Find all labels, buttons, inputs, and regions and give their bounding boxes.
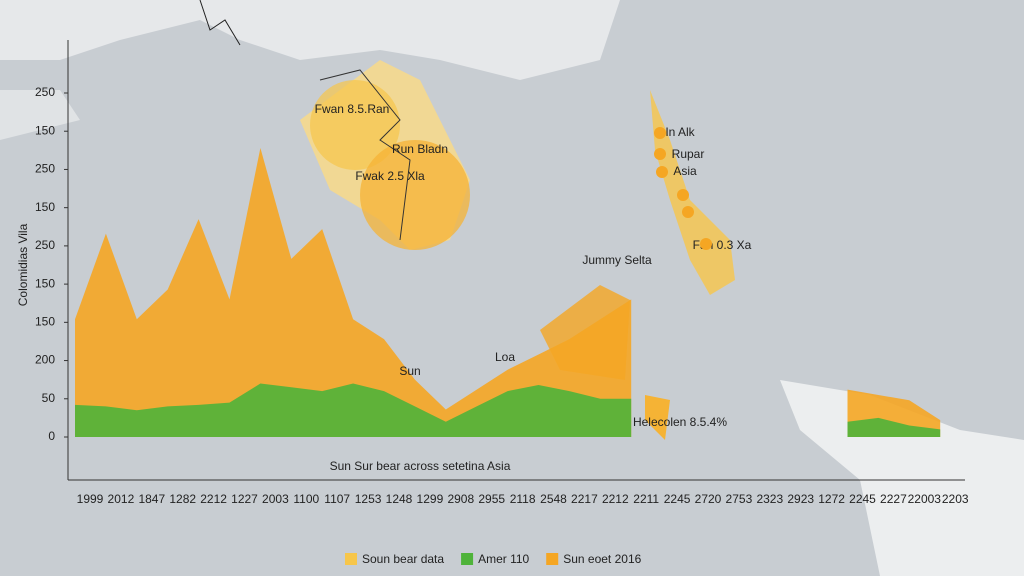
x-tick-label: 1999 [77,492,104,506]
x-tick-label: 2211 [633,492,659,506]
annotation: Jummy Selta [582,253,652,267]
legend-swatch [345,553,357,565]
x-tick-label: 2245 [664,492,691,506]
x-tick-label: 2245 [849,492,876,506]
x-tick-label: 2323 [756,492,783,506]
legend-label: Amer 110 [478,552,529,566]
x-tick-label: 2227 [880,492,907,506]
annotation: Sun [399,364,420,378]
region [360,140,470,250]
x-tick-label: 22003 [908,492,942,506]
y-tick-label: 150 [35,315,55,329]
x-tick-label: 2212 [602,492,629,506]
annotation: Helecolen 8.5.4% [633,415,727,429]
land [780,380,1024,576]
map-dot [677,189,689,201]
land [0,90,80,140]
x-tick-label: 2212 [200,492,227,506]
annotation: Loa [495,350,515,364]
x-tick-label: 1282 [169,492,196,506]
x-tick-label: 1272 [818,492,845,506]
annotation: Asia [673,164,697,178]
x-tick-label: 1847 [138,492,165,506]
x-tick-label: 1100 [293,492,319,506]
x-tick-label: 2923 [787,492,814,506]
y-axis-label: Colomidias Vila [16,223,30,306]
y-tick-label: 250 [35,238,55,252]
y-tick-label: 250 [35,162,55,176]
x-tick-label: 2003 [262,492,289,506]
x-tick-label: 2203 [942,492,969,506]
map-dot [700,238,712,250]
area [75,148,632,438]
annotation: Fwak 2.5 Xla [355,169,425,183]
region [645,395,670,440]
annotation: Fwan 8.5.Ran [315,102,390,116]
land [0,0,620,80]
x-tick-label: 1107 [324,492,350,506]
y-tick-label: 150 [35,123,55,137]
x-tick-label: 2753 [726,492,753,506]
x-tick-label: 1299 [417,492,444,506]
area [847,417,941,437]
border [319,69,411,241]
map-dot [654,148,666,160]
map-dot [656,166,668,178]
annotation: Rupar [672,147,705,161]
y-tick-label: 50 [42,391,56,405]
chart-title: Sun Sur bear across setetina Asia [330,459,511,473]
y-tick-label: 150 [35,200,55,214]
x-tick-label: 2012 [108,492,135,506]
y-tick-label: 150 [35,276,55,290]
x-tick-label: 2955 [478,492,505,506]
plot-area [75,148,941,438]
legend-label: Sun eoet 2016 [563,552,641,566]
legend-swatch [461,553,474,565]
x-tick-label: 2720 [695,492,722,506]
y-tick-label: 200 [35,353,55,367]
area [75,383,632,437]
border [199,0,241,46]
legend-label: Soun bear data [362,552,444,566]
x-tick-label: 2118 [510,492,536,506]
x-tick-label: 1227 [231,492,258,506]
x-tick-label: 2548 [540,492,567,506]
x-tick-label: 1248 [386,492,413,506]
legend-swatch [546,553,559,565]
annotation: Run Bladn [392,142,448,156]
y-tick-label: 0 [48,429,55,443]
region [310,80,400,170]
map-dot [682,206,694,218]
x-tick-label: 1253 [355,492,382,506]
annotation: In Alk [665,125,695,139]
x-tick-label: 2217 [571,492,598,506]
x-tick-label: 2908 [447,492,474,506]
map-dot [654,127,666,139]
region [650,90,735,295]
y-tick-label: 250 [35,85,55,99]
